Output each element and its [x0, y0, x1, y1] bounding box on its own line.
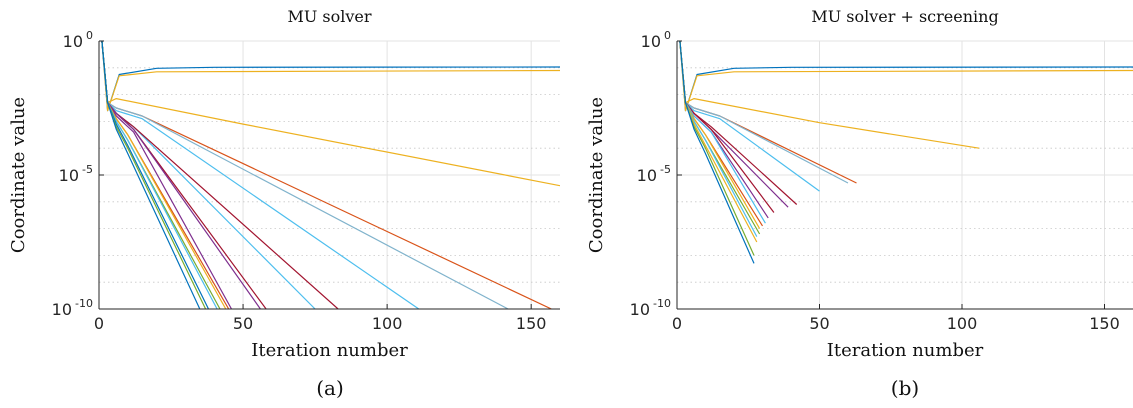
y-tick-label: 10 -5 [59, 163, 93, 185]
series-group [101, 41, 560, 309]
x-tick-label: 0 [672, 314, 682, 333]
x-tick-label: 50 [233, 314, 253, 333]
x-axis-label: Iteration number [251, 340, 408, 361]
series-line-2 [679, 41, 1133, 112]
y-tick-label: 10 -5 [637, 163, 671, 185]
y-axis-label: Coordinate value [586, 97, 607, 253]
y-axis-label: Coordinate value [8, 97, 29, 253]
panel-caption: (b) [891, 376, 919, 400]
grid [677, 40, 1133, 309]
series-line-1 [679, 41, 1133, 112]
grid [99, 40, 560, 309]
chart-title: MU solver + screening [811, 7, 998, 26]
y-tick-label: 10 -10 [52, 297, 93, 319]
series-line-18 [679, 41, 755, 264]
x-tick-label: 100 [947, 314, 978, 333]
series-line-1 [101, 41, 560, 112]
chart-panel-a: 0 50 100 150 10 0 10 -5 10 -10 MU solver Iteration … [8, 7, 560, 400]
x-tick-label: 100 [372, 314, 403, 333]
x-tick-label: 150 [1089, 314, 1120, 333]
x-axis-label: Iteration number [827, 340, 984, 361]
y-tick-label: 10 -10 [630, 297, 671, 319]
x-tick-label: 50 [809, 314, 829, 333]
x-tick-label: 0 [94, 314, 104, 333]
panel-caption: (a) [316, 376, 344, 400]
chart-title: MU solver [287, 7, 371, 26]
series-group [679, 41, 1133, 264]
series-line-2 [101, 41, 560, 112]
chart-panel-b: 0 50 100 150 10 0 10 -5 10 -10 MU solver + screeni… [586, 7, 1133, 400]
series-line-18 [101, 41, 201, 309]
x-tick-label: 150 [516, 314, 547, 333]
y-tick-label: 10 0 [63, 29, 93, 51]
y-tick-label: 10 0 [641, 29, 671, 51]
